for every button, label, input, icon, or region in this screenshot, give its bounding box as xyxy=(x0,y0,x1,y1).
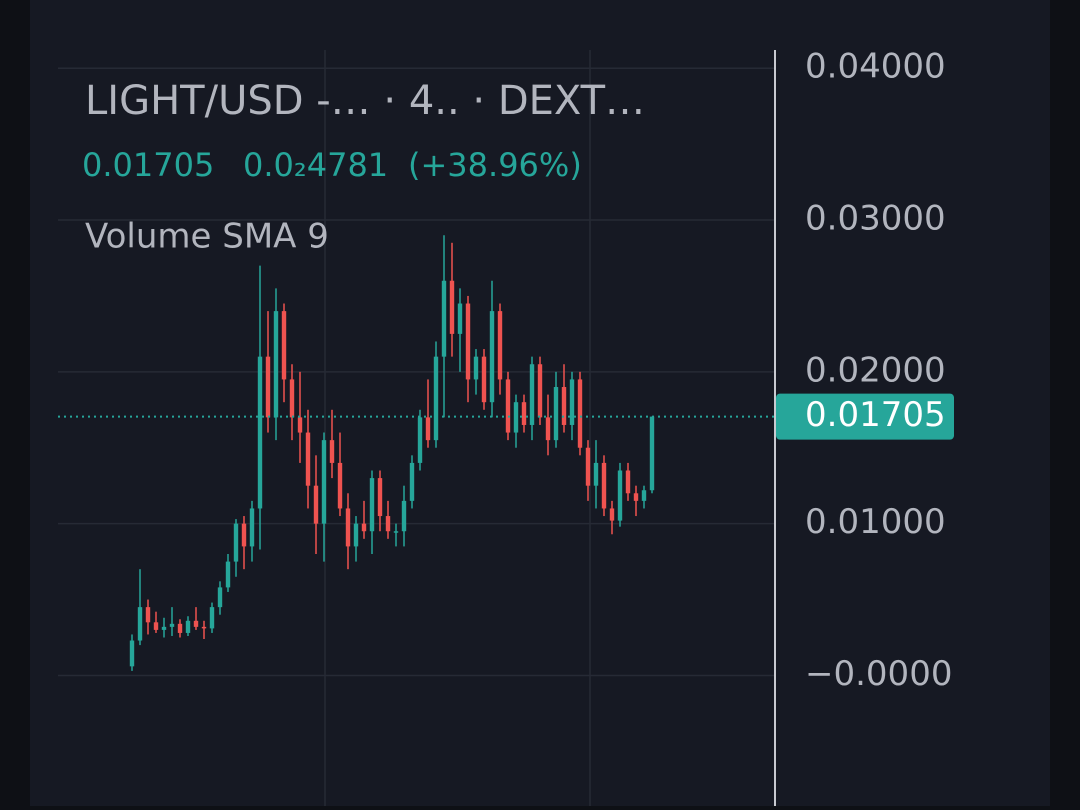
candle-body xyxy=(649,416,655,491)
candle-body xyxy=(633,493,639,501)
candle-body xyxy=(337,462,343,509)
candle-body xyxy=(417,417,423,463)
candle-body xyxy=(545,417,551,441)
candle-body xyxy=(217,587,223,608)
candle-body xyxy=(273,311,279,418)
candle-body xyxy=(241,523,247,547)
candle-body xyxy=(585,447,591,486)
candle-body xyxy=(457,303,463,334)
candle-body xyxy=(353,523,359,547)
candle-body xyxy=(329,440,335,463)
candle-body xyxy=(257,356,263,509)
y-tick-label: 0.04000 xyxy=(805,47,946,87)
y-tick-label: 0.02000 xyxy=(805,350,946,390)
candle-body xyxy=(505,379,511,433)
candle-body xyxy=(297,417,303,433)
candle-body xyxy=(465,303,471,380)
candle-body xyxy=(177,623,183,633)
last-price-label: 0.01705 xyxy=(805,395,946,435)
candle-body xyxy=(489,311,495,403)
candle-body xyxy=(617,470,623,521)
candle-body xyxy=(321,440,327,524)
candle-body xyxy=(209,607,215,629)
candle-body xyxy=(561,387,567,425)
y-tick-label: 0.01000 xyxy=(805,502,946,542)
candle-body xyxy=(593,462,599,486)
candle-body xyxy=(609,508,615,521)
candle-body xyxy=(625,470,631,494)
y-tick-label: −0.0000 xyxy=(805,654,952,694)
candle-body xyxy=(193,620,199,627)
candle-body xyxy=(305,432,311,486)
candle-body xyxy=(313,485,319,524)
candle-body xyxy=(369,478,375,532)
candle-body xyxy=(449,280,455,334)
candle-body xyxy=(345,508,351,547)
candle-body xyxy=(161,626,167,630)
change: 0.0₂4781 xyxy=(243,146,388,184)
candle-body xyxy=(137,607,143,641)
candle-body xyxy=(425,417,431,441)
candle-body xyxy=(385,516,391,532)
candle-body xyxy=(185,620,191,633)
candle-body xyxy=(169,623,175,627)
candle-body xyxy=(281,311,287,380)
last-price-badge xyxy=(776,393,954,440)
candle-body xyxy=(249,508,255,547)
candle-body xyxy=(601,462,607,509)
candle-body xyxy=(441,280,447,357)
candle-body xyxy=(361,523,367,532)
y-tick-label: 0.03000 xyxy=(805,199,946,239)
candle-body xyxy=(289,379,295,418)
candle-body xyxy=(473,356,479,380)
change-percent: (+38.96%) xyxy=(408,146,582,184)
candle-body xyxy=(577,379,583,448)
candle-body xyxy=(521,402,527,425)
candle-body xyxy=(433,356,439,441)
candle-body xyxy=(401,500,407,532)
candle-body xyxy=(377,478,383,517)
candle-body xyxy=(393,531,399,533)
candle-body xyxy=(233,523,239,562)
last-price: 0.01705 xyxy=(82,146,214,184)
candle-body xyxy=(529,364,535,425)
chart-title: LIGHT/USD -… · 4.. · DEXT… xyxy=(85,78,645,124)
candle-body xyxy=(481,356,487,403)
candle-body xyxy=(225,561,231,588)
candle-body xyxy=(409,462,415,501)
candle-body xyxy=(153,622,159,630)
candle-body xyxy=(641,490,647,501)
candle-body xyxy=(497,311,503,380)
candle-body xyxy=(569,379,575,425)
candle-body xyxy=(201,626,207,629)
candle-body xyxy=(553,387,559,441)
candle-body xyxy=(265,356,271,418)
candle-body xyxy=(145,607,151,623)
candle-body xyxy=(537,364,543,418)
candle-body xyxy=(129,640,135,667)
indicator-label: Volume SMA 9 xyxy=(85,217,329,257)
